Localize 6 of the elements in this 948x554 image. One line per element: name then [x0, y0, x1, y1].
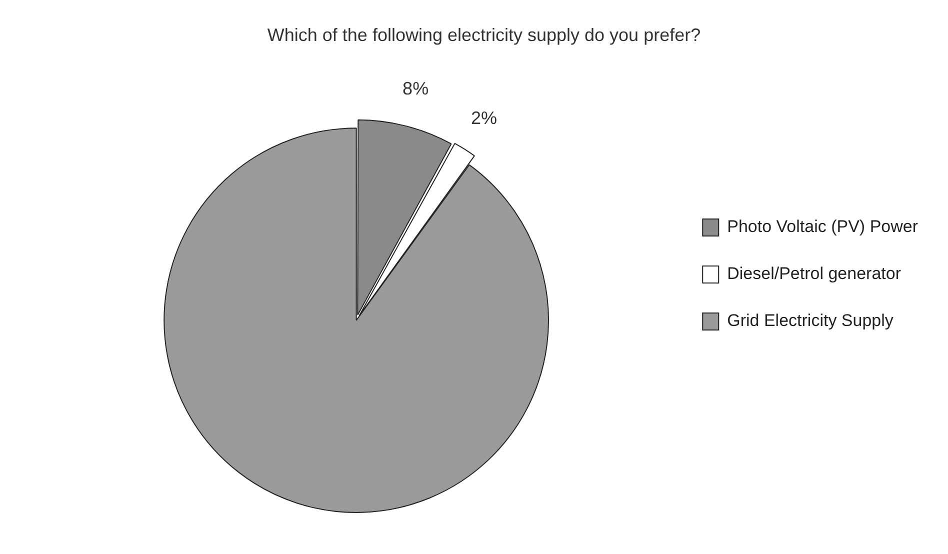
data-label: 2%: [470, 108, 497, 128]
legend-label: Diesel/Petrol generator: [727, 264, 902, 284]
legend-label: Photo Voltaic (PV) Power: [727, 217, 918, 236]
data-label: 8%: [402, 78, 429, 99]
legend-label: Grid Electricity Supply: [727, 311, 894, 330]
chart-title: Which of the following electricity supply do you prefer?: [267, 24, 701, 45]
